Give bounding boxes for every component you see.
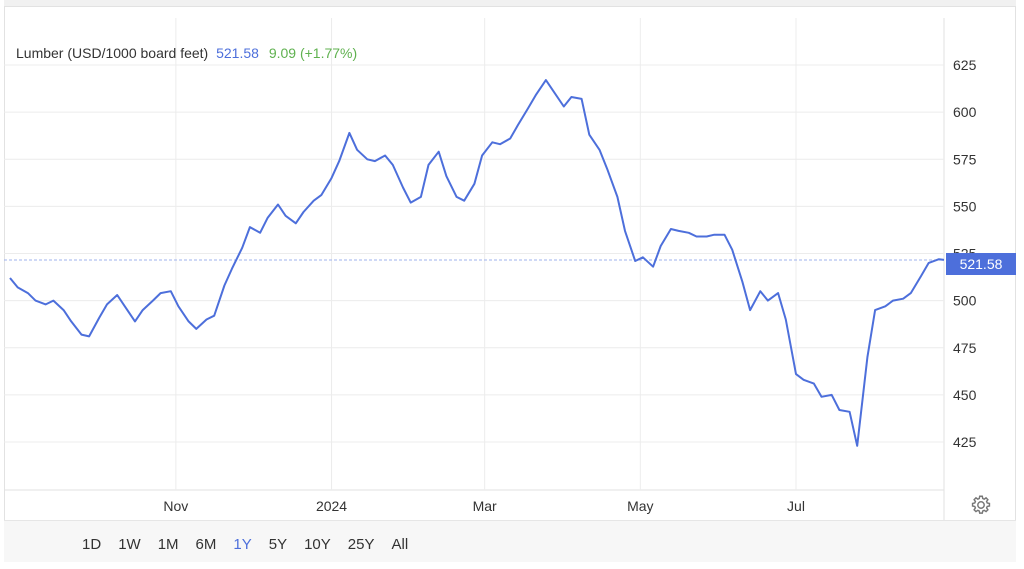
y-tick-label: 600 xyxy=(953,104,977,120)
y-tick-label: 550 xyxy=(953,198,977,214)
x-tick-label: May xyxy=(627,498,653,514)
range-button-25y[interactable]: 25Y xyxy=(347,536,375,553)
x-axis: Nov 2024 Mar May Jul xyxy=(163,498,805,514)
range-bar xyxy=(4,520,1016,562)
gear-icon[interactable] xyxy=(970,494,992,516)
y-tick-label: 575 xyxy=(953,151,977,167)
range-button-1d[interactable]: 1D xyxy=(82,536,102,553)
range-button-1w[interactable]: 1W xyxy=(118,536,141,553)
y-tick-label: 500 xyxy=(953,293,977,309)
range-button-6m[interactable]: 6M xyxy=(195,536,217,553)
top-strip xyxy=(4,0,1016,8)
y-tick-label: 475 xyxy=(953,340,977,356)
range-selector: 1D 1W 1M 6M 1Y 5Y 10Y 25Y All xyxy=(82,536,425,553)
x-tick-label: Mar xyxy=(473,498,497,514)
series-line-lumber xyxy=(9,79,945,447)
range-button-1m[interactable]: 1M xyxy=(157,536,179,553)
chart-frame xyxy=(4,6,1016,562)
current-price: 521.58 xyxy=(216,45,259,61)
x-tick-label: Nov xyxy=(163,498,188,514)
y-tick-label: 450 xyxy=(953,387,977,403)
range-button-1y[interactable]: 1Y xyxy=(233,536,252,553)
price-change: 9.09 (+1.77%) xyxy=(268,45,358,61)
current-price-tag: 521.58 xyxy=(946,253,1016,275)
x-tick-label: 2024 xyxy=(316,498,347,514)
chart-header: Lumber (USD/1000 board feet) 521.58 9.09… xyxy=(16,45,357,61)
instrument-name: Lumber (USD/1000 board feet) xyxy=(16,45,209,61)
y-tick-label: 625 xyxy=(953,57,977,73)
range-button-10y[interactable]: 10Y xyxy=(304,536,331,553)
y-tick-label: 425 xyxy=(953,434,977,450)
grid xyxy=(4,18,945,520)
range-button-5y[interactable]: 5Y xyxy=(268,536,288,553)
range-button-all[interactable]: All xyxy=(391,536,409,553)
x-tick-label: Jul xyxy=(787,498,805,514)
